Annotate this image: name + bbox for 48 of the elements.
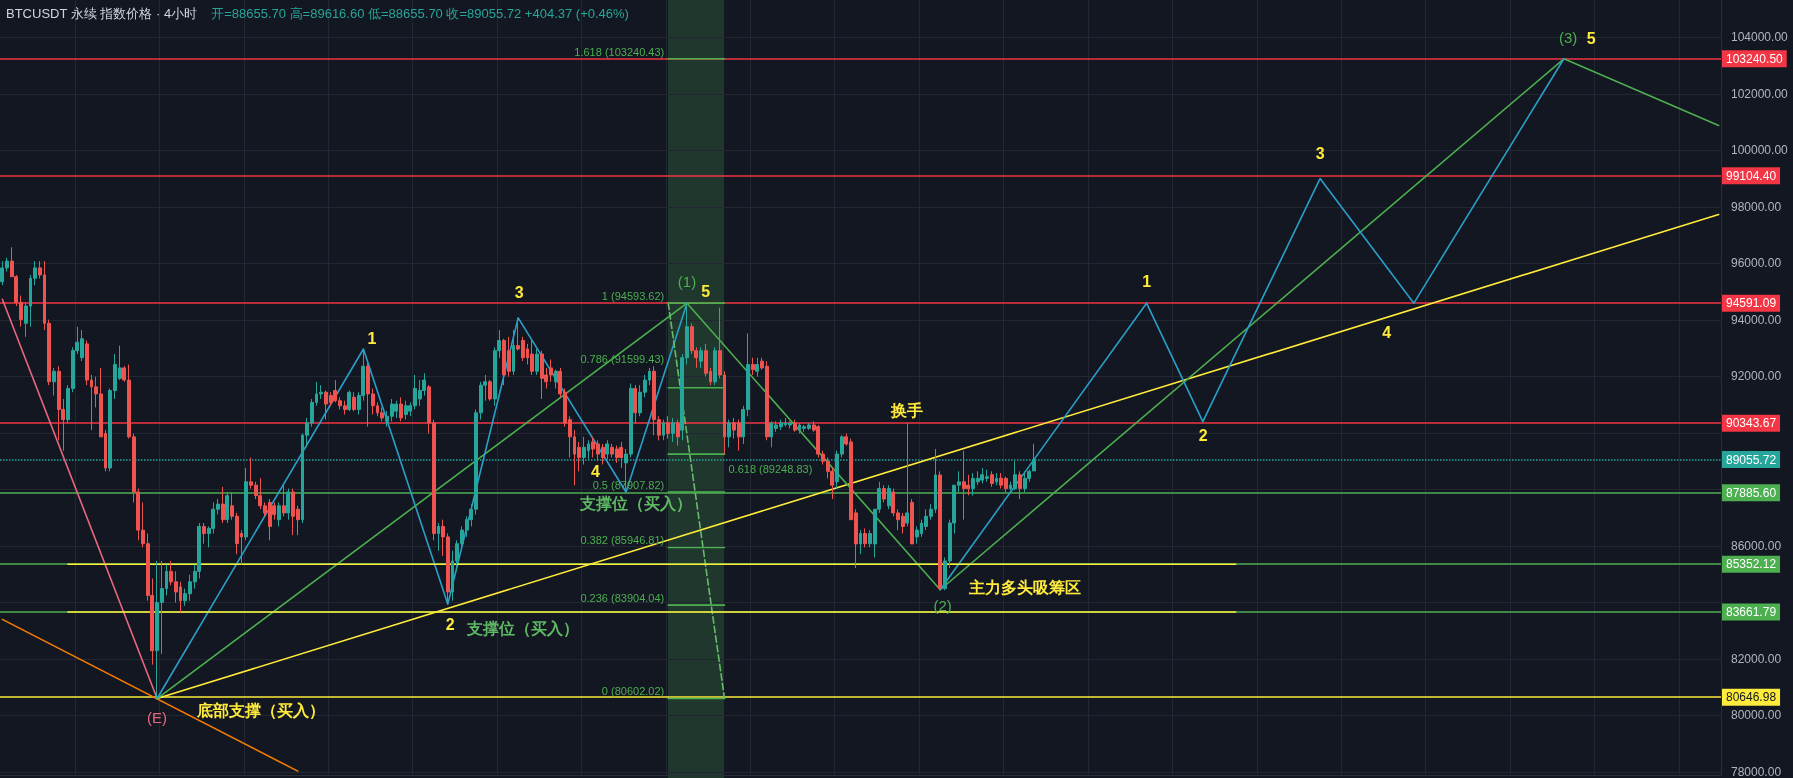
ref-line-label: 87885.60 [1726, 485, 1777, 500]
annotation: 5 [701, 282, 711, 300]
annotation: (E) [147, 708, 168, 726]
annotation: 5 [1586, 29, 1596, 47]
ref-line-label: 99104.40 [1726, 168, 1777, 183]
annotation: 3 [514, 283, 524, 301]
annotation: 换手 [890, 401, 924, 419]
annotation: 4 [1382, 323, 1392, 341]
annotation: 主力多头吸筹区 [967, 577, 1081, 596]
annotation: (3) [1558, 29, 1578, 47]
series-label: 1 (94593.62) [601, 290, 665, 303]
y-tick-label: 94000.00 [1731, 312, 1782, 327]
annotation: 2 [445, 616, 455, 633]
annotation: 1 [367, 329, 377, 347]
text: 开=88655.70 高=89616.60 低=88655.70 收=89055.72 +404.37 (+0.46%) [211, 6, 629, 21]
annotation: (1) [677, 272, 697, 290]
annotation: 1 [1142, 273, 1152, 291]
y-tick-label: 82000.00 [1731, 651, 1782, 666]
y-tick-label: 80000.00 [1731, 708, 1782, 723]
text: 0.786 (91599.43) [580, 352, 665, 365]
text: BTCUSDT 永续 指数价格 · 4小时 [6, 6, 198, 21]
annotation: 支撑位（买入） [579, 495, 692, 514]
annotation: 3 [1315, 145, 1325, 163]
annotation: (2) [933, 597, 952, 615]
y-tick-label: 100000.00 [1731, 143, 1789, 158]
y-tick-label: 78000.00 [1731, 765, 1782, 778]
ref-line-label: 85352.12 [1726, 557, 1777, 572]
annotation: 支撑位（买入） [465, 620, 579, 639]
series-label: 0.382 (85946.81) [580, 534, 665, 547]
annotation: 4 [591, 463, 601, 480]
ref-line-label: 80646.98 [1726, 690, 1777, 705]
series-label: 0.236 (83904.04) [580, 592, 665, 605]
ref-line-label: 94591.09 [1726, 296, 1777, 311]
series-label: 0.618 (89248.83) [728, 463, 813, 475]
annotation: 2 [1198, 426, 1208, 444]
series-label: 1.618 (103240.43) [574, 45, 665, 58]
annotation: 底部支撑（买入） [196, 701, 325, 720]
y-tick-label: 92000.00 [1731, 369, 1782, 384]
ref-line-label: 103240.50 [1726, 51, 1784, 66]
y-tick-label: 86000.00 [1731, 538, 1782, 553]
ref-line-label: 90343.67 [1726, 416, 1777, 431]
ref-line-label: 83661.79 [1726, 605, 1777, 620]
series-label: 0 (80602.02) [601, 685, 665, 698]
ref-line-label: 89055.72 [1726, 452, 1777, 467]
y-tick-label: 98000.00 [1731, 199, 1782, 214]
y-tick-label: 102000.00 [1731, 86, 1789, 101]
y-tick-label: 96000.00 [1731, 256, 1782, 271]
y-tick-label: 104000.00 [1731, 30, 1789, 45]
